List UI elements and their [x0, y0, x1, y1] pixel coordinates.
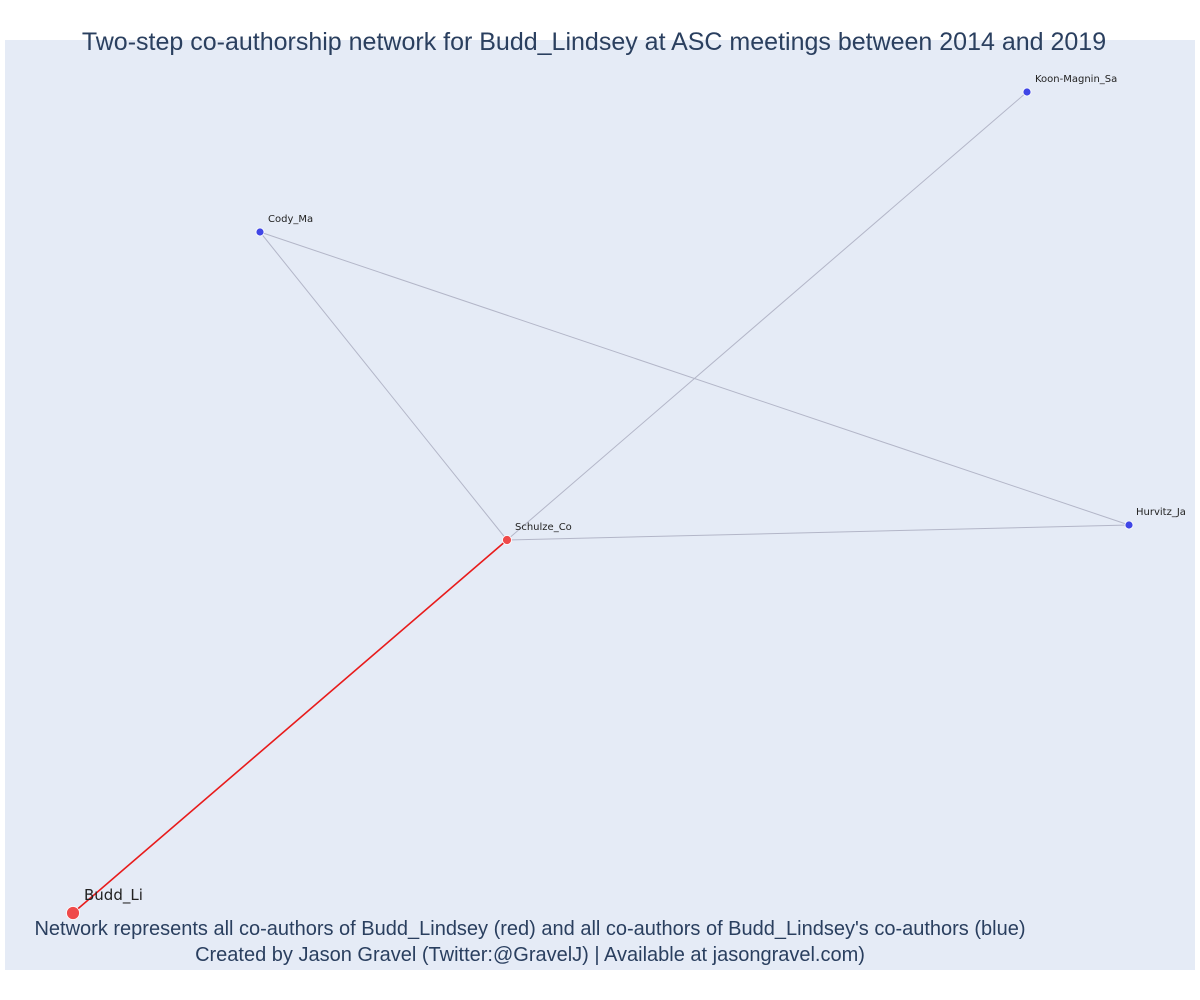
edge-cody-hurvitz [259, 231, 1130, 526]
node-schulze[interactable] [502, 535, 512, 545]
node-label-hurvitz: Hurvitz_Ja [1136, 507, 1186, 518]
caption-legend-note: Network represents all co-authors of Bud… [34, 918, 1026, 940]
labels-layer: Budd_Li Schulze_Co Cody_Ma Koon-Magnin_Sa Hu… [84, 74, 1186, 905]
edges-layer [72, 91, 1130, 914]
node-label-cody: Cody_Ma [268, 214, 313, 225]
edge-schulze-koon [506, 91, 1028, 541]
edge-schulze-hurvitz [506, 524, 1130, 541]
chart-title: Two-step co-authorship network for Budd_… [81, 28, 1107, 56]
edge-budd-schulze [72, 539, 508, 914]
node-budd[interactable] [66, 906, 80, 920]
nodes-layer [66, 87, 1134, 920]
node-hurvitz[interactable] [1124, 520, 1134, 530]
edge-schulze-cody [259, 231, 508, 541]
node-label-koon: Koon-Magnin_Sa [1035, 74, 1117, 85]
node-koon[interactable] [1022, 87, 1032, 97]
node-label-budd: Budd_Li [84, 886, 143, 905]
plot-area [5, 40, 1195, 970]
node-label-schulze: Schulze_Co [515, 522, 572, 533]
node-cody[interactable] [255, 227, 265, 237]
caption-credit: Created by Jason Gravel (Twitter:@Gravel… [195, 944, 865, 966]
